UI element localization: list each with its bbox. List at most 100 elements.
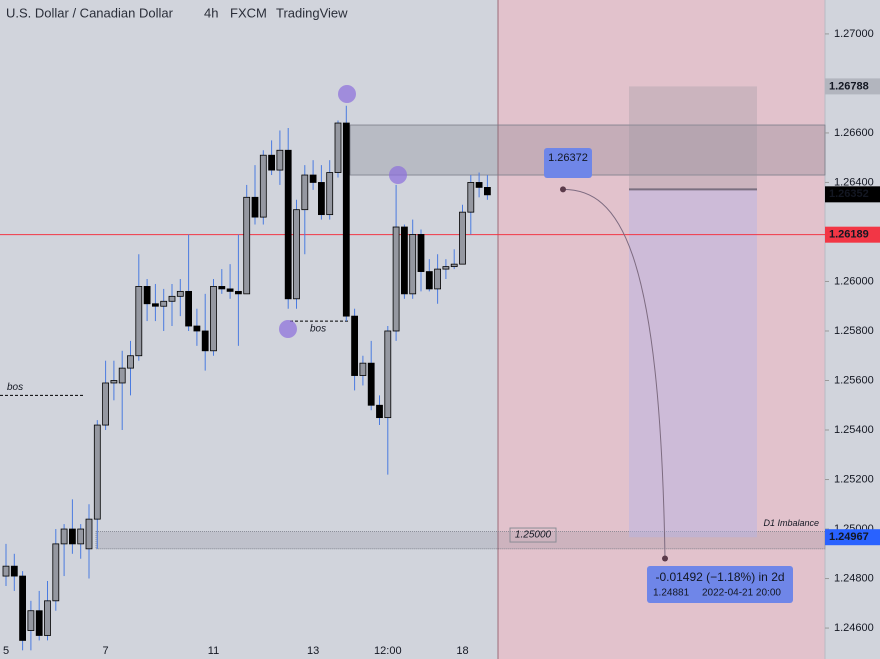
candle-body bbox=[201, 330, 209, 352]
candle-body bbox=[102, 382, 109, 426]
candle-body bbox=[151, 303, 159, 307]
candle-body bbox=[417, 234, 425, 272]
candle-body bbox=[351, 315, 359, 376]
bos-label: bos bbox=[310, 324, 326, 335]
x-tick-label: 13 bbox=[307, 645, 319, 657]
candle-body bbox=[93, 424, 101, 520]
price-label-box bbox=[825, 186, 880, 203]
candle-body bbox=[193, 325, 201, 332]
candle-body bbox=[77, 528, 85, 545]
projection-end bbox=[662, 555, 668, 562]
candle-body bbox=[384, 330, 392, 419]
candle-body bbox=[301, 174, 309, 211]
result-box bbox=[647, 566, 793, 603]
imbalance-zone bbox=[95, 531, 826, 550]
candle-body bbox=[234, 290, 242, 295]
y-tick-label: 1.26600 bbox=[834, 127, 874, 139]
candle-body bbox=[342, 122, 350, 317]
price-label-box bbox=[825, 529, 880, 546]
candle-body bbox=[442, 266, 450, 270]
candle-body bbox=[317, 182, 325, 216]
candle-body bbox=[259, 154, 267, 218]
x-tick-label: 12:00 bbox=[374, 645, 402, 657]
candle-body bbox=[10, 565, 18, 577]
interval: 4h bbox=[204, 5, 218, 20]
candle-body bbox=[135, 286, 143, 357]
price-label-box bbox=[825, 78, 880, 95]
y-tick-label: 1.25200 bbox=[834, 473, 874, 485]
candle-body bbox=[69, 528, 76, 545]
pivot-marker bbox=[338, 85, 356, 103]
candle-body bbox=[450, 263, 458, 268]
zone-price-box bbox=[509, 527, 557, 543]
candle-body bbox=[309, 174, 317, 183]
candle-body bbox=[60, 528, 68, 545]
pivot-marker bbox=[389, 166, 407, 184]
candle-body bbox=[251, 196, 259, 218]
candle-body bbox=[475, 182, 483, 188]
source: FXCM bbox=[230, 5, 267, 20]
y-tick-label: 1.24600 bbox=[834, 622, 874, 634]
candle-body bbox=[367, 362, 375, 406]
candle-body bbox=[359, 362, 367, 376]
price-label: 1.24967 bbox=[829, 531, 869, 543]
candle-body bbox=[467, 182, 475, 213]
candle-body bbox=[127, 355, 134, 369]
y-tick-label: 1.27000 bbox=[834, 28, 874, 40]
x-tick-label: 5 bbox=[3, 645, 9, 657]
x-tick-label: 18 bbox=[456, 645, 468, 657]
candle-body bbox=[459, 211, 466, 265]
y-tick-label: 1.25600 bbox=[834, 374, 874, 386]
price-label: 1.26189 bbox=[829, 229, 869, 241]
candle-body bbox=[143, 286, 151, 305]
from-box bbox=[544, 148, 592, 178]
projection-start bbox=[560, 186, 566, 193]
candle-body bbox=[400, 226, 408, 295]
result-change: -0.01492 (−1.18%) in 2d bbox=[655, 570, 784, 584]
symbol-title: U.S. Dollar / Canadian Dollar bbox=[6, 5, 174, 20]
y-tick-label: 1.26000 bbox=[834, 275, 874, 287]
pivot-marker bbox=[279, 320, 297, 338]
candle-body bbox=[52, 543, 60, 602]
candle-body bbox=[284, 149, 292, 300]
candle-body bbox=[334, 122, 342, 173]
result-price: 1.24881 bbox=[653, 588, 690, 599]
candle-body bbox=[326, 172, 334, 216]
bos-label: bos bbox=[7, 382, 23, 393]
candle-body bbox=[160, 300, 168, 307]
x-tick-label: 7 bbox=[103, 645, 109, 657]
price-label: 1.26788 bbox=[829, 80, 869, 92]
candle-body bbox=[2, 565, 10, 577]
candle-body bbox=[409, 234, 417, 295]
zone-price: 1.25000 bbox=[515, 530, 552, 541]
projection-curve bbox=[562, 188, 666, 559]
y-tick-label: 1.25800 bbox=[834, 325, 874, 337]
candle-body bbox=[268, 154, 276, 171]
x-tick-label: 11 bbox=[208, 645, 219, 657]
candle-body bbox=[226, 288, 234, 292]
candle-body bbox=[85, 518, 93, 550]
zone-name: D1 Imbalance bbox=[763, 518, 819, 528]
y-tick-label: 1.25400 bbox=[834, 424, 874, 436]
y-tick-label: 1.26400 bbox=[834, 176, 874, 188]
price-label-box bbox=[825, 226, 880, 243]
candle-body bbox=[118, 367, 126, 384]
candle-body bbox=[293, 209, 300, 300]
candle-body bbox=[19, 575, 27, 641]
y-tick-label: 1.24800 bbox=[834, 572, 874, 584]
candle-body bbox=[110, 380, 118, 384]
price-label: 1.26352 bbox=[829, 188, 869, 200]
candle-body bbox=[176, 290, 184, 297]
from-label: 1.26372 bbox=[548, 152, 588, 164]
candle-body bbox=[376, 404, 383, 419]
candle-body bbox=[434, 268, 442, 290]
result-time: 2022-04-21 20:00 bbox=[702, 588, 781, 599]
candle-body bbox=[425, 271, 433, 290]
candle-body bbox=[210, 286, 217, 352]
projection-top bbox=[629, 86, 757, 190]
projection-bottom bbox=[629, 189, 757, 538]
candle-body bbox=[27, 610, 35, 631]
